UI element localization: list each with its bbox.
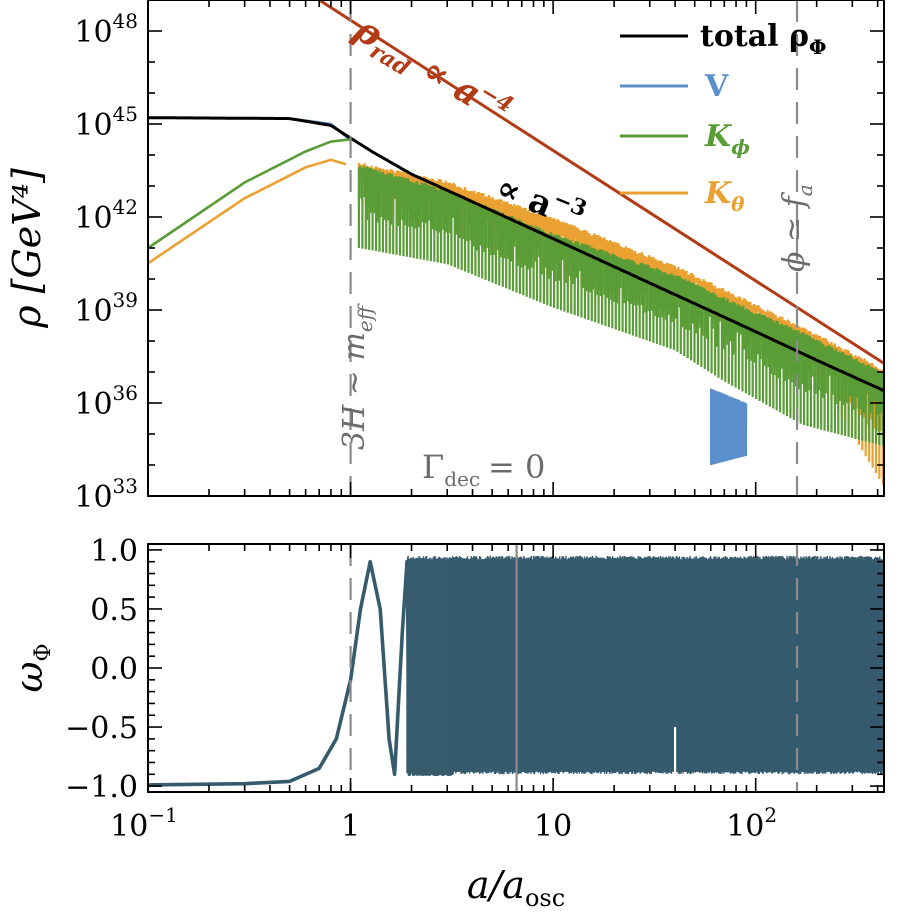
omega-band-fill <box>452 559 884 772</box>
legend-label-total: total ρΦ <box>700 19 826 59</box>
annotation-gamma-dec: Γdec = 0 <box>422 448 545 491</box>
energy-density-panel: 1033 1036 1039 1042 1045 1048 ρ [GeV⁴] total … <box>5 0 885 515</box>
x-tick-label: 102 <box>726 803 777 844</box>
series-k-phi <box>148 138 351 250</box>
reference-line-rho-rad <box>318 0 884 365</box>
top-y-tick-label: 1045 <box>74 102 138 143</box>
top-y-tick-label: 1036 <box>74 381 138 422</box>
bottom-y-tick-label: −0.5 <box>65 711 138 746</box>
legend: total ρΦ V Kϕ Kθ <box>620 19 826 216</box>
annotation-phi-fa: ϕ ≃ fa <box>777 184 817 272</box>
x-tick-label: 10 <box>534 809 572 844</box>
bottom-y-tick-label: 0.5 <box>90 593 138 628</box>
legend-label-kphi: Kϕ <box>704 119 750 159</box>
bottom-y-tick-label: 1.0 <box>90 534 138 569</box>
series-v <box>148 116 352 142</box>
legend-label-v: V <box>704 69 729 104</box>
x-tick-label: 10−1 <box>110 803 178 844</box>
bottom-y-tick-label: 0.0 <box>90 652 138 687</box>
x-axis-label: a/aosc <box>467 863 565 912</box>
band-v-spikes <box>709 388 748 465</box>
top-y-tick-label: 1039 <box>74 288 138 329</box>
top-y-tick-label: 1033 <box>74 474 138 515</box>
x-tick-label: 1 <box>341 809 360 844</box>
series-k-theta <box>148 158 347 265</box>
series-total <box>148 116 884 393</box>
series-omega-phi <box>148 559 455 787</box>
annotation-rho-rad: ρrad∝ a−4 <box>344 6 518 137</box>
bottom-y-tick-label: −1.0 <box>65 770 138 805</box>
equation-of-state-panel: −1.0 −0.5 0.0 0.5 1.0 10−1 1 10 102 ωΦ a/aosc <box>7 534 885 912</box>
annotation-3h-meff: 3H ∼ meff <box>337 302 377 450</box>
top-y-tick-label: 1042 <box>74 195 138 236</box>
top-y-axis-label: ρ [GeV⁴] <box>5 168 49 329</box>
bottom-y-axis-label: ωΦ <box>7 643 56 692</box>
top-y-tick-label: 1048 <box>74 9 138 50</box>
legend-label-ktheta: Kθ <box>704 176 745 216</box>
